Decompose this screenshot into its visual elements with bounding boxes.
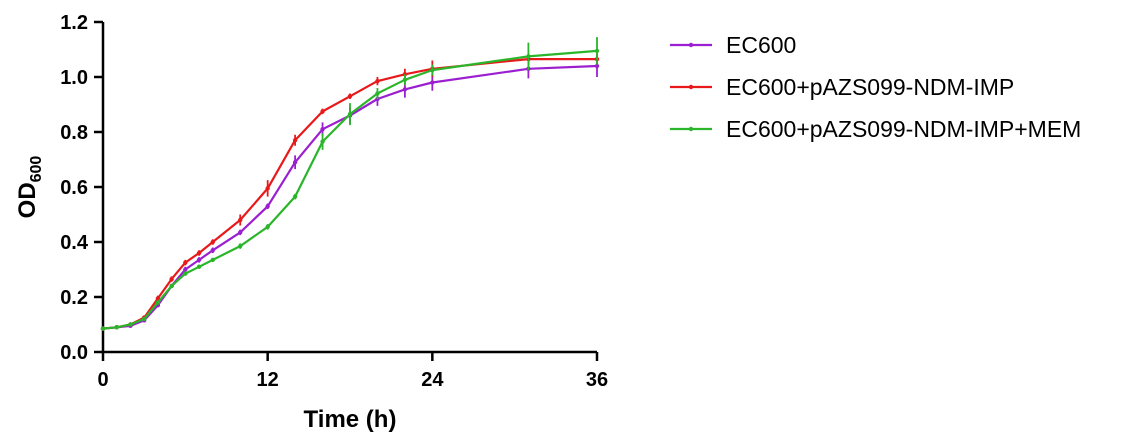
data-point: [347, 111, 353, 117]
series-line: [102, 49, 598, 330]
data-point: [375, 78, 380, 84]
x-tick-label: 24: [421, 369, 444, 391]
legend-item: EC600+pAZS099-NDM-IMP: [670, 74, 1014, 100]
y-tick-label: 0.2: [60, 287, 88, 309]
data-point: [347, 94, 353, 99]
data-point: [169, 276, 174, 282]
legend-marker: [688, 42, 694, 48]
x-tick-label: 0: [97, 369, 108, 391]
series-line: [102, 57, 597, 330]
series-3: [100, 37, 600, 331]
legend-item: EC600+pAZS099-NDM-IMP+MEM: [670, 116, 1081, 142]
data-point: [430, 80, 435, 85]
data-point: [402, 87, 408, 92]
data-point: [238, 243, 243, 249]
legend-marker: [688, 126, 694, 132]
legend-label: EC600: [726, 32, 796, 58]
data-point: [196, 257, 202, 263]
data-point: [292, 138, 298, 143]
x-tick-label: 36: [586, 369, 608, 391]
data-point: [210, 248, 215, 253]
data-point: [292, 160, 298, 165]
data-point: [375, 91, 380, 96]
data-point: [594, 48, 600, 54]
data-point: [238, 217, 243, 223]
data-point: [169, 283, 174, 289]
data-point: [155, 300, 161, 305]
data-point: [100, 326, 106, 331]
y-tick-label: 0.0: [60, 342, 88, 364]
legend-marker: [688, 84, 694, 90]
data-point: [128, 322, 133, 327]
data-point: [210, 239, 215, 245]
data-point: [265, 186, 270, 191]
data-point: [196, 264, 202, 269]
data-point: [402, 77, 408, 82]
series-layer: [100, 37, 600, 331]
data-point: [210, 257, 215, 263]
y-ticks: 0.0 0.2 0.4 0.6 0.8 1.0 1.2: [60, 12, 103, 364]
data-point: [594, 63, 600, 69]
y-tick-label: 0.4: [60, 232, 89, 254]
data-point: [196, 250, 202, 256]
data-point: [183, 271, 188, 276]
legend: EC600 EC600+pAZS099-NDM-IMP EC600+pAZS099-…: [670, 32, 1081, 142]
legend-label: EC600+pAZS099-NDM-IMP+MEM: [726, 116, 1081, 142]
y-tick-label: 1.2: [60, 12, 88, 34]
legend-item: EC600: [670, 32, 796, 58]
data-point: [265, 204, 270, 209]
data-point: [183, 267, 188, 272]
data-point: [141, 316, 147, 322]
y-axis-title-subscript: 600: [28, 156, 45, 183]
x-ticks: 0 12 24 36: [97, 352, 608, 391]
y-tick-label: 0.6: [60, 177, 88, 199]
x-axis-title: Time (h): [304, 406, 397, 433]
y-tick-label: 0.8: [60, 122, 88, 144]
data-point: [320, 127, 325, 132]
y-axis-title: OD600: [14, 156, 45, 219]
data-point: [526, 54, 531, 59]
axes: [101, 22, 597, 354]
y-tick-label: 1.0: [60, 67, 88, 89]
data-point: [292, 194, 298, 199]
y-axis-title-main: OD: [14, 182, 41, 218]
legend-label: EC600+pAZS099-NDM-IMP: [726, 74, 1014, 100]
data-point: [430, 67, 435, 73]
y-axis-title-text: OD600: [14, 156, 45, 219]
series-2: [100, 53, 600, 331]
data-point: [320, 139, 325, 144]
data-point: [238, 230, 243, 235]
x-tick-label: 12: [257, 369, 279, 391]
data-point: [265, 224, 270, 230]
data-point: [320, 109, 325, 114]
data-point: [183, 260, 188, 265]
data-point: [114, 325, 119, 330]
